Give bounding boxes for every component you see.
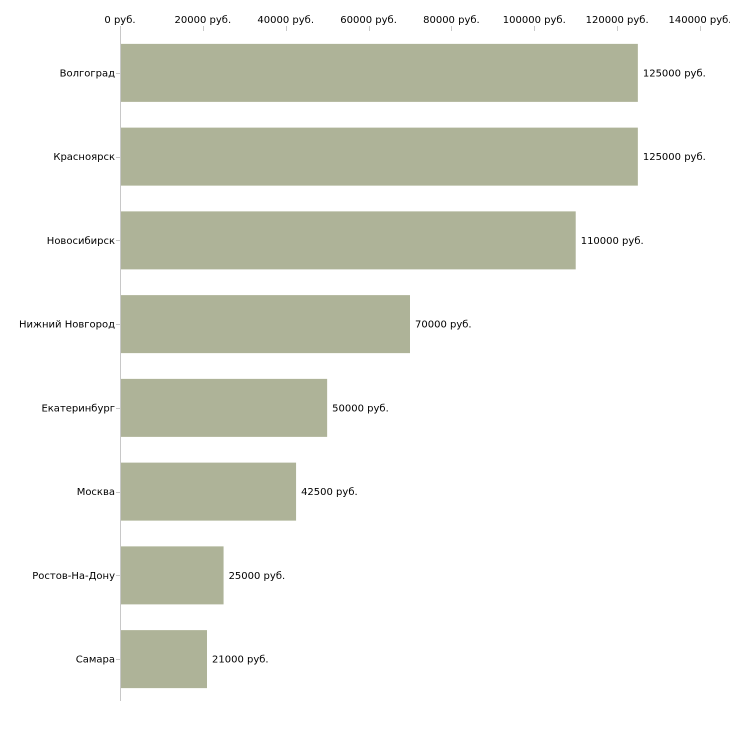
bars bbox=[121, 43, 638, 689]
category-label: Новосибирск bbox=[47, 236, 115, 247]
category-label: Нижний Новгород bbox=[19, 320, 115, 331]
bar bbox=[121, 43, 638, 102]
data-label: 70000 руб. bbox=[415, 320, 472, 331]
x-tick-label: 80000 руб. bbox=[423, 15, 480, 26]
data-label: 25000 руб. bbox=[229, 571, 286, 582]
data-label: 50000 руб. bbox=[332, 403, 389, 414]
x-tick-label: 60000 руб. bbox=[340, 15, 397, 26]
axes bbox=[116, 31, 121, 701]
x-tick-label: 20000 руб. bbox=[175, 15, 232, 26]
category-label: Волгоград bbox=[60, 68, 115, 79]
category-label: Красноярск bbox=[53, 152, 115, 163]
x-tick-label: 0 руб. bbox=[104, 15, 135, 26]
bar bbox=[121, 462, 297, 521]
bar bbox=[121, 630, 207, 689]
data-label: 125000 руб. bbox=[643, 68, 706, 79]
labels: Волгоград 125000 руб. Красноярск 125000 руб… bbox=[19, 68, 706, 665]
x-tick-label: 140000 руб. bbox=[669, 15, 730, 26]
bar bbox=[121, 378, 328, 437]
data-label: 125000 руб. bbox=[643, 152, 706, 163]
x-tick-label: 40000 руб. bbox=[257, 15, 314, 26]
category-label: Ростов-На-Дону bbox=[32, 571, 115, 582]
data-label: 21000 руб. bbox=[212, 655, 269, 666]
bar bbox=[121, 211, 576, 270]
x-tick-label: 100000 руб. bbox=[503, 15, 566, 26]
category-label: Москва bbox=[77, 487, 115, 498]
bar bbox=[121, 546, 224, 605]
category-label: Самара bbox=[76, 655, 115, 666]
data-label: 110000 руб. bbox=[581, 236, 644, 247]
bar bbox=[121, 127, 638, 186]
data-label: 42500 руб. bbox=[301, 487, 358, 498]
bar bbox=[121, 295, 410, 354]
category-label: Екатеринбург bbox=[41, 403, 115, 414]
x-tick-label: 120000 руб. bbox=[586, 15, 649, 26]
x-axis-ticks: 0 руб. 20000 руб. 40000 руб. 60000 руб. 8000… bbox=[104, 15, 730, 31]
